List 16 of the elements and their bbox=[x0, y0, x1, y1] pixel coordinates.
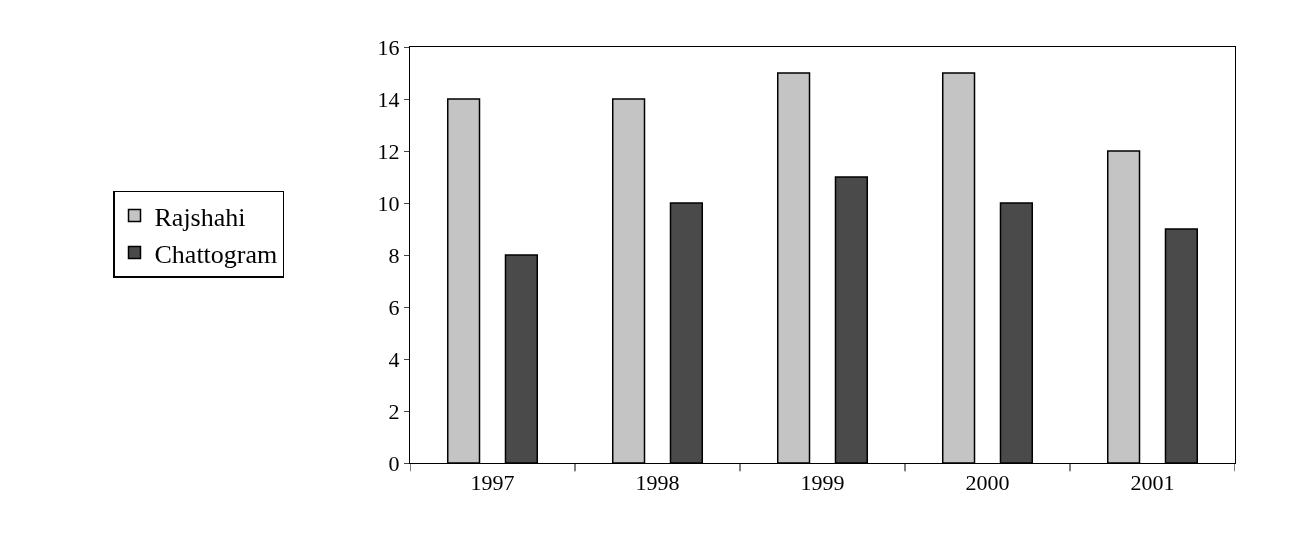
y-tick-label: 8 bbox=[388, 242, 400, 268]
x-tick-label: 1997 bbox=[470, 470, 515, 496]
x-tick-label: 2001 bbox=[1130, 470, 1175, 496]
legend-label: Rajshahi bbox=[154, 202, 246, 232]
y-tick-label: 16 bbox=[377, 34, 400, 60]
y-tick-label: 6 bbox=[388, 294, 400, 320]
x-tick-label: 1999 bbox=[800, 470, 845, 496]
y-tick-label: 2 bbox=[388, 398, 400, 424]
y-tick-label: 12 bbox=[377, 138, 400, 164]
y-tick-label: 0 bbox=[388, 450, 400, 476]
y-tick-label: 4 bbox=[388, 346, 400, 372]
y-tick-label: 10 bbox=[377, 190, 400, 216]
legend-label: Chattogram bbox=[154, 239, 278, 269]
y-tick-label: 14 bbox=[377, 86, 400, 112]
x-tick-label: 2000 bbox=[965, 470, 1010, 496]
x-tick-label: 1998 bbox=[635, 470, 680, 496]
